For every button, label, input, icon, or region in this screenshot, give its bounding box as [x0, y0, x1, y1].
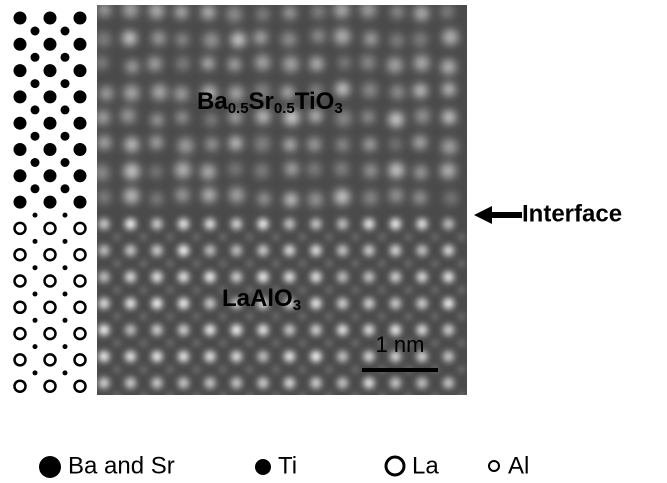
legend: Ba and Sr Ti La Al — [39, 452, 529, 479]
atom-schematic — [14, 12, 87, 392]
figure: Ba0.5Sr0.5TiO3 LaAlO3 Interface 1 nm Ba … — [0, 0, 667, 483]
scale-bar-label: 1 nm — [376, 332, 425, 357]
legend-label: Ti — [278, 452, 297, 479]
interface-label: Interface — [522, 200, 622, 227]
legend-label: Ba and Sr — [68, 452, 175, 479]
film-label: Ba0.5Sr0.5TiO3 — [197, 88, 343, 117]
legend-label: Al — [508, 452, 529, 479]
legend-label: La — [412, 452, 439, 479]
interface-arrow — [474, 206, 522, 224]
substrate-label: LaAlO3 — [222, 285, 301, 314]
